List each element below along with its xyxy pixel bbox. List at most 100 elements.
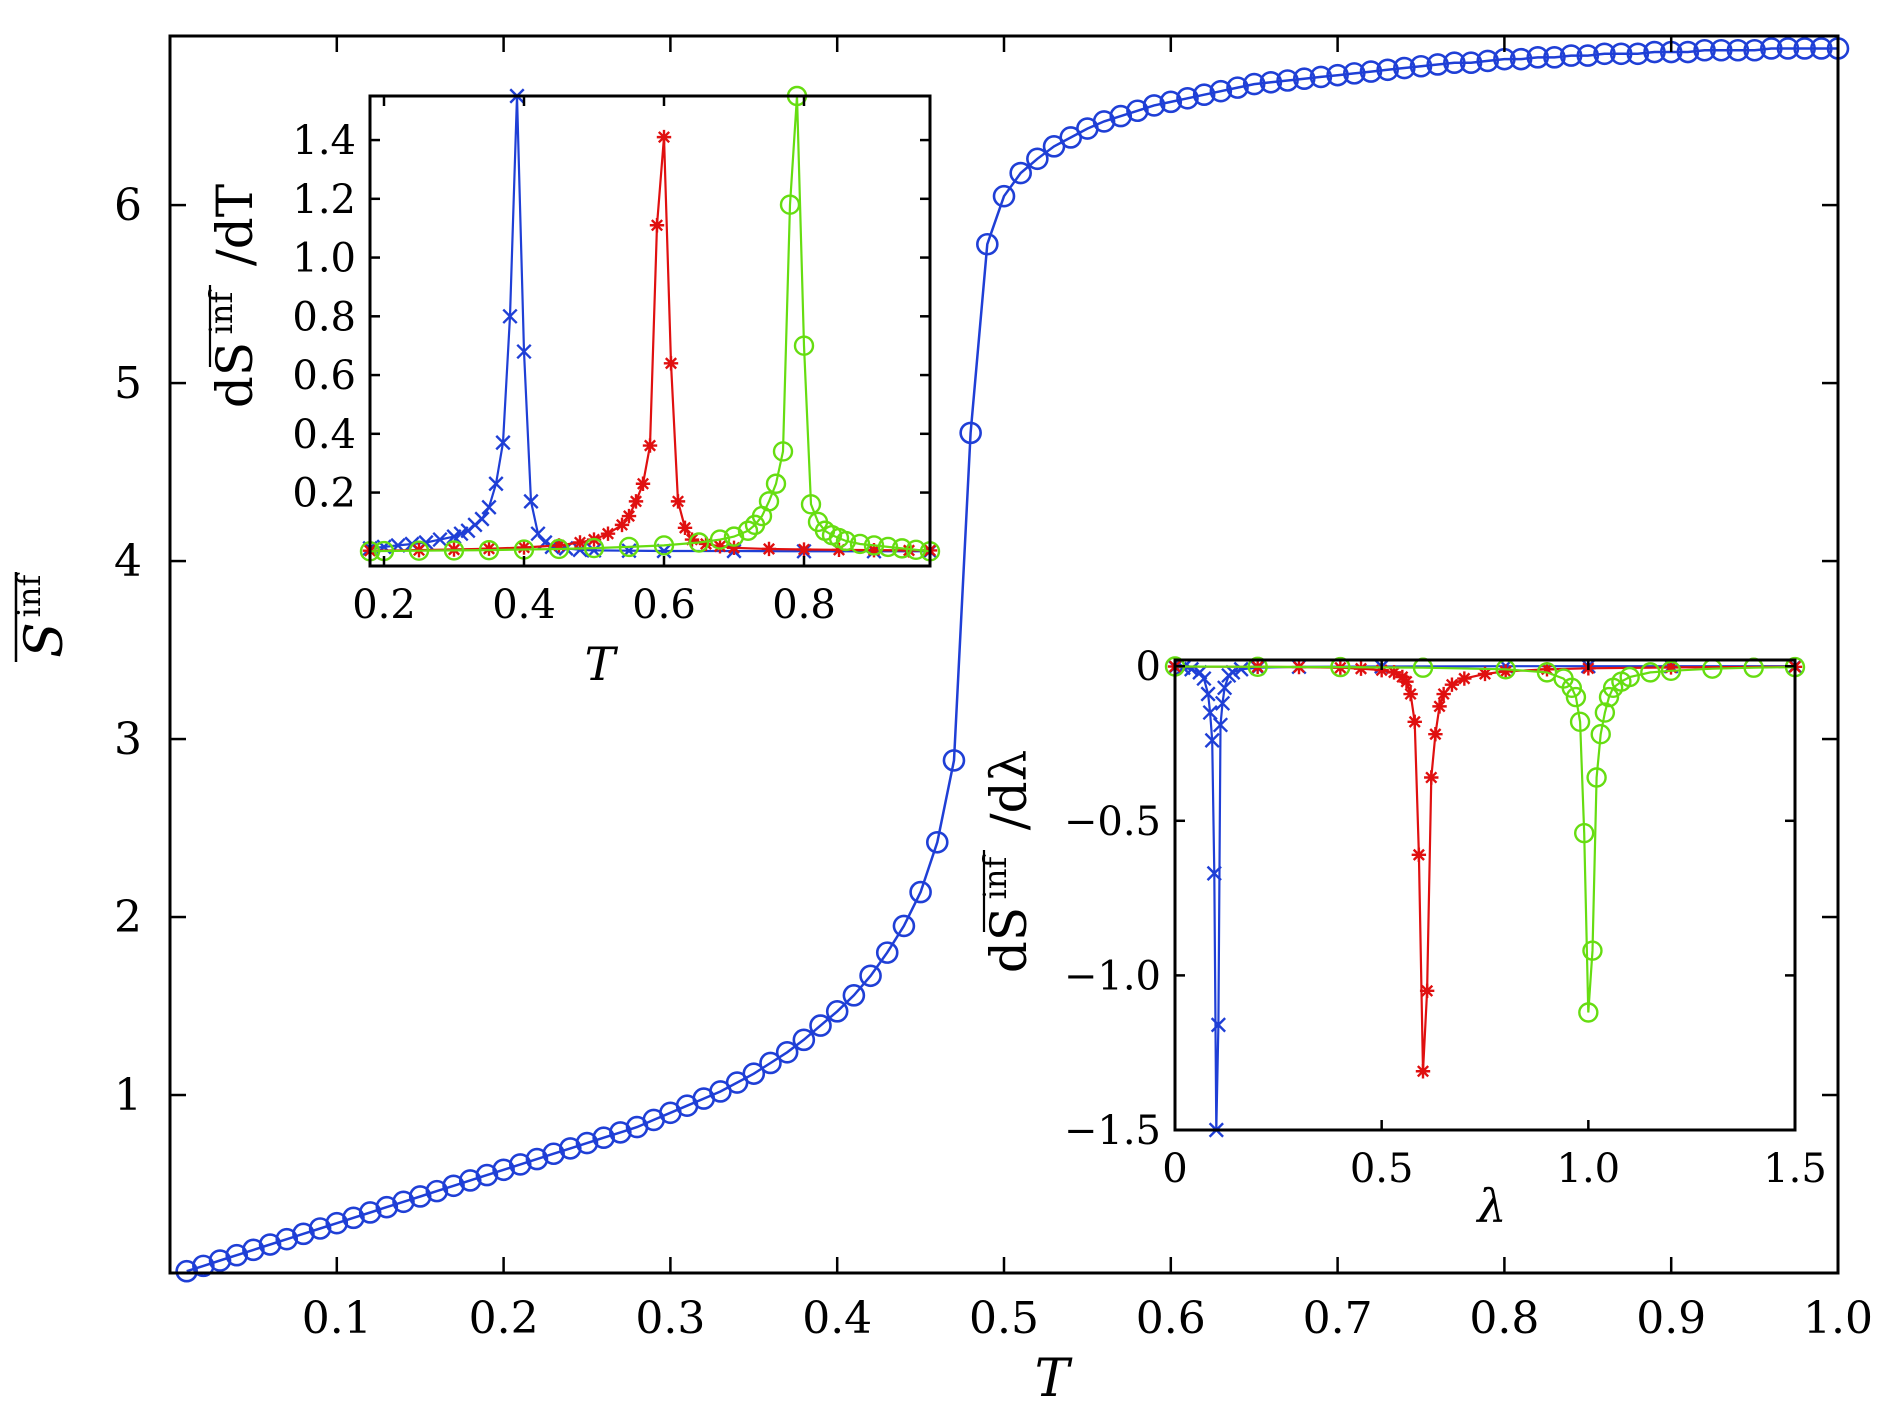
main-series-0-point [1409,54,1433,78]
inset-dS-dlambda-series-1-point [1419,983,1435,999]
inset-dS-dT-series-2-point [905,539,927,561]
main-series-0-point [1759,37,1783,60]
inset-dS-dT-series-0-point [432,531,448,548]
inset-dS-dT-y-tick-label: 0.8 [292,294,356,340]
inset-dS-dT-series-1-point [670,494,686,509]
main-series-0-point [1142,94,1166,117]
main-series-0-point [475,1163,499,1187]
inset-dS-dlambda-series-1-point [1539,662,1555,677]
main-x-tick-label: 0.2 [469,1293,539,1344]
inset-dS-dT-x-tick-label: 0.2 [352,582,416,628]
inset-dS-dT-y-label-tail: /dT [206,184,264,266]
inset-dS-dlambda-background [1175,660,1795,1130]
main-series-0-point [1359,60,1383,83]
inset-dS-dT-series-0-point [516,343,532,360]
inset-dS-dlambda-frame [1173,658,1797,1132]
inset-dS-dT-series-1-point [516,540,532,555]
inset-dS-dT-series-0-point [523,493,539,509]
inset-dS-dlambda-series-0-point [1225,664,1241,680]
main-series-0-point [1793,37,1816,60]
inset-dS-dlambda-x-tick-label: 1.5 [1763,1146,1827,1192]
main-series-0-point [1643,40,1666,64]
inset-dS-dT-series-1-point [649,218,665,233]
main-series-0-point [1526,46,1550,69]
inset-dS-dlambda-ticks: 0 0.5 1.0 1.5 0 −0.5 −1.0 −1.5 [1064,644,1827,1192]
inset-dS-dlambda-series-1-point [1411,847,1427,863]
inset-dS-dlambda-y-label: dS inf /dλ [976,750,1038,973]
main-y-tick-label: 6 [114,180,142,231]
main-series-0-point [1443,51,1466,74]
inset-dS-dT-series-2-point [408,540,430,561]
inset-dS-dT-series-0-point [530,526,546,542]
inset-dS-dlambda-series-0-point [1217,680,1233,696]
inset-dS-dT-frame [368,94,932,568]
main-x-tick-label: 0.6 [1136,1293,1206,1344]
main-series-0-point [775,1040,799,1064]
inset-dS-dlambda-series-1-point [1444,677,1460,692]
main-series-0-point [1292,67,1316,91]
main-x-tick-label: 1.0 [1803,1293,1873,1344]
inset-dS-dlambda-series-0-point [1202,704,1218,721]
main-series-0-point [242,1238,265,1262]
inset-dS-dT-series-2-point [835,530,857,552]
inset-dS-dlambda-series-1-point [1432,699,1447,714]
inset-dS-dlambda-series-2-point [1619,666,1640,688]
main-series-0-point [792,1028,816,1052]
inset-dS-dT-y-tick-label: 0.4 [292,412,356,458]
main-x-axis-label: T [1035,1349,1073,1409]
main-series-0-point [1309,65,1333,89]
main-series-0-point [1109,104,1133,128]
inset-dS-dlambda-series-2-point [1565,686,1587,708]
main-y-tick-label: 2 [114,892,142,943]
inset-dS-dT-background [370,96,930,566]
main-series-0-point [809,1014,832,1037]
inset-dS-dlambda-series-0-point [1210,1017,1226,1033]
inset-dS-dT-series [359,85,941,562]
inset-dS-dlambda-series-1-point [1428,727,1443,742]
main-series-0-point [942,749,966,772]
inset-dS-dT-series-1-point [481,541,497,556]
inset-dS-dlambda-x-tick-label: 1.0 [1557,1146,1621,1192]
main-series-0-point [325,1211,349,1235]
inset-dS-dT-series-1-point [901,543,917,558]
main-x-tick-label: 0.4 [802,1293,872,1344]
main-series-0-point [1743,38,1766,62]
inset-dS-dT-series-2-point [877,536,899,558]
inset-dS-dlambda-series-2-point [1590,724,1611,745]
main-series-0-point [925,830,949,854]
inset-dS-dT-ticks: 0.2 0.4 0.6 0.8 0.2 0.4 0.6 0.8 1.0 1.2 1.4 [292,96,930,628]
main-x-tick-label: 0.8 [1469,1293,1539,1344]
inset-dS-dlambda-series-2-point [1660,660,1682,682]
main-y-axis-label-main: S [15,622,75,658]
main-series-0-point [1259,70,1283,94]
main-series-0-point [1326,63,1349,87]
main-series-0-point [292,1222,315,1246]
inset-dS-dT-series-1-point [761,541,777,557]
inset-dS-dlambda-series-0-point [1206,865,1222,881]
main-series-0-point [559,1137,582,1160]
inset-dS-dT-series-1-point [656,129,672,145]
main-series-0-point [1242,72,1266,96]
inset-dS-dT-series-2-point [779,194,801,215]
inset-dS-dlambda-series-2-point [1578,1002,1599,1023]
inset-dS-dT-series-0-point [474,511,490,527]
main-series-0-point [892,914,916,938]
main-series-0-point [825,1000,849,1023]
main-series-0-point [1543,46,1566,69]
inset-dS-dT-series-2-point [793,335,815,356]
inset-dS-dT-series-1-point [684,532,700,547]
inset-dS-dT-series-1-point [642,438,658,453]
inset-dS-dlambda-plot: 0 0.5 1.0 1.5 0 −0.5 −1.0 −1.5 λ dS inf /dλ [976,644,1827,1233]
inset-dS-dT-x-tick-label: 0.8 [772,582,836,628]
main-series-0-point [1593,42,1616,66]
main-series-0-point [508,1153,532,1176]
main-series-0-point [976,232,999,256]
main-series-0-point [1159,90,1183,114]
main-x-tick-label: 0.1 [302,1293,372,1344]
main-series-0-point [875,941,899,964]
inset-dS-dT-series-2-point [891,538,913,559]
main-series-0-point [1709,38,1733,62]
main-series-0-point [275,1227,299,1251]
inset-dS-dlambda-y-tick-label: −1.0 [1064,953,1161,999]
inset-dS-dT-series-2-point [800,494,822,515]
